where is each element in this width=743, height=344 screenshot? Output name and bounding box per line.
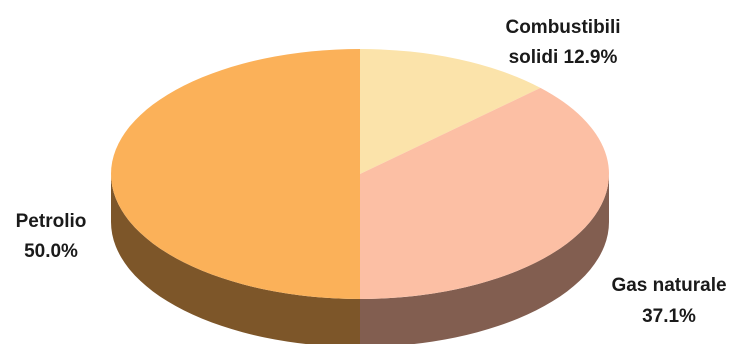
pie-tops <box>111 49 609 299</box>
label-gas-line1: Gas naturale <box>611 275 726 296</box>
slice-side-petrolio <box>111 174 360 344</box>
slice-combustibili-solidi <box>360 49 541 174</box>
pie-sides <box>111 174 609 344</box>
label-petrolio-line1: Petrolio <box>16 211 87 232</box>
label-petrolio-line2: 50.0% <box>24 241 78 262</box>
label-gas-line2: 37.1% <box>642 306 696 327</box>
label-combustibili-line1: Combustibili <box>505 17 620 38</box>
slice-gas-naturale <box>360 87 609 299</box>
label-combustibili-line2: solidi 12.9% <box>509 47 618 68</box>
slice-side-gas-naturale <box>360 174 609 344</box>
slice-petrolio <box>111 49 360 299</box>
